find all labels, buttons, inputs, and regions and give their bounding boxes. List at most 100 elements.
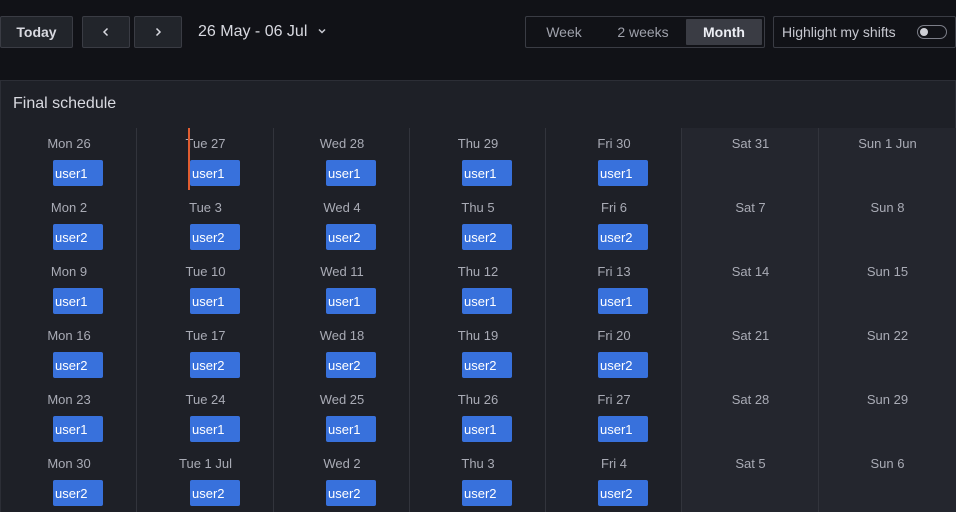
panel-title: Final schedule — [13, 95, 117, 112]
day-label: Sun 8 — [870, 200, 905, 215]
next-button[interactable] — [134, 16, 182, 48]
shift-block[interactable]: user1 — [326, 288, 376, 314]
shift-block[interactable]: user1 — [53, 288, 103, 314]
shift-block[interactable]: user2 — [598, 352, 648, 378]
day-label: Wed 18 — [319, 328, 365, 343]
day-label: Thu 3 — [461, 456, 495, 471]
day-label: Sat 28 — [731, 392, 770, 407]
shift-block[interactable]: user1 — [598, 160, 648, 186]
day-label: Sat 14 — [731, 264, 770, 279]
shift-block[interactable]: user1 — [190, 160, 240, 186]
toolbar: Today 26 May - 06 Jul Week 2 weeks Month… — [0, 0, 956, 64]
shift-block[interactable]: user2 — [598, 224, 648, 250]
shift-block[interactable]: user2 — [326, 480, 376, 506]
shift-block[interactable]: user1 — [326, 160, 376, 186]
calendar-grid: Mon 26 user1 Tue 27 user1 Wed 28 user1 Thu 29 u… — [1, 128, 956, 512]
day-label: Sun 6 — [870, 456, 905, 471]
shift-block[interactable]: user1 — [598, 288, 648, 314]
day-label: Fri 27 — [597, 392, 631, 407]
toggle-knob — [920, 28, 928, 36]
highlight-my-shifts: Highlight my shifts — [773, 16, 956, 48]
current-time-marker — [188, 128, 190, 190]
day-column-fri — [546, 128, 682, 512]
day-column-sun — [819, 128, 956, 512]
day-label: Thu 12 — [457, 264, 499, 279]
schedule-panel: Final schedule Mon 26 user1 Tue 27 user1 Wed… — [0, 80, 956, 512]
shift-block[interactable]: user2 — [53, 352, 103, 378]
shift-block[interactable]: user1 — [598, 416, 648, 442]
day-label: Fri 4 — [601, 456, 627, 471]
view-month-option[interactable]: Month — [686, 19, 762, 45]
shift-block[interactable]: user2 — [190, 224, 240, 250]
day-label: Sat 31 — [731, 136, 770, 151]
chevron-right-icon — [155, 27, 162, 37]
day-label: Tue 10 — [185, 264, 226, 279]
day-label: Fri 30 — [597, 136, 631, 151]
highlight-label: Highlight my shifts — [782, 24, 896, 40]
day-label: Tue 24 — [185, 392, 226, 407]
day-column-thu — [410, 128, 546, 512]
day-label: Fri 13 — [597, 264, 631, 279]
day-label: Wed 25 — [319, 392, 365, 407]
shift-block[interactable]: user1 — [190, 416, 240, 442]
day-label: Tue 17 — [185, 328, 226, 343]
day-label: Thu 26 — [457, 392, 499, 407]
day-label: Tue 27 — [185, 136, 226, 151]
day-column-tue — [137, 128, 274, 512]
day-label: Sat 21 — [731, 328, 770, 343]
day-label: Wed 28 — [319, 136, 365, 151]
day-label: Tue 1 Jul — [179, 456, 232, 471]
shift-block[interactable]: user1 — [53, 416, 103, 442]
today-button[interactable]: Today — [0, 16, 73, 48]
shift-block[interactable]: user1 — [462, 288, 512, 314]
day-label: Thu 19 — [457, 328, 499, 343]
view-2weeks-option[interactable]: 2 weeks — [617, 24, 669, 40]
day-label: Mon 23 — [47, 392, 91, 407]
day-label: Thu 5 — [461, 200, 495, 215]
day-label: Thu 29 — [457, 136, 499, 151]
day-label: Sun 1 Jun — [858, 136, 917, 151]
day-label: Mon 26 — [47, 136, 91, 151]
chevron-left-icon — [102, 27, 109, 37]
day-label: Wed 2 — [323, 456, 361, 471]
shift-block[interactable]: user2 — [462, 352, 512, 378]
shift-block[interactable]: user2 — [326, 224, 376, 250]
shift-block[interactable]: user1 — [190, 288, 240, 314]
shift-block[interactable]: user2 — [53, 224, 103, 250]
shift-block[interactable]: user1 — [462, 416, 512, 442]
shift-block[interactable]: user2 — [462, 224, 512, 250]
day-label: Fri 6 — [601, 200, 627, 215]
date-range-label: 26 May - 06 Jul — [198, 23, 308, 40]
shift-block[interactable]: user2 — [190, 480, 240, 506]
view-week-option[interactable]: Week — [546, 24, 582, 40]
day-column-sat — [682, 128, 819, 512]
day-label: Sun 29 — [866, 392, 909, 407]
day-label: Wed 4 — [323, 200, 361, 215]
day-label: Fri 20 — [597, 328, 631, 343]
view-switcher: Week 2 weeks Month — [525, 16, 765, 48]
day-label: Mon 9 — [50, 264, 88, 279]
day-label: Mon 16 — [47, 328, 91, 343]
day-label: Sat 5 — [735, 456, 766, 471]
highlight-toggle[interactable] — [917, 25, 947, 39]
prev-button[interactable] — [82, 16, 130, 48]
day-label: Mon 30 — [47, 456, 91, 471]
shift-block[interactable]: user2 — [190, 352, 240, 378]
shift-block[interactable]: user2 — [598, 480, 648, 506]
day-label: Mon 2 — [50, 200, 88, 215]
day-label: Tue 3 — [189, 200, 222, 215]
day-column-mon — [1, 128, 137, 512]
day-label: Sun 15 — [866, 264, 909, 279]
shift-block[interactable]: user1 — [326, 416, 376, 442]
date-range-picker[interactable]: 26 May - 06 Jul — [198, 16, 327, 48]
day-label: Sun 22 — [866, 328, 909, 343]
shift-block[interactable]: user2 — [326, 352, 376, 378]
day-column-wed — [274, 128, 410, 512]
chevron-down-icon — [317, 26, 327, 39]
day-label: Sat 7 — [735, 200, 766, 215]
shift-block[interactable]: user1 — [462, 160, 512, 186]
shift-block[interactable]: user2 — [53, 480, 103, 506]
day-label: Wed 11 — [320, 264, 364, 279]
shift-block[interactable]: user1 — [53, 160, 103, 186]
shift-block[interactable]: user2 — [462, 480, 512, 506]
